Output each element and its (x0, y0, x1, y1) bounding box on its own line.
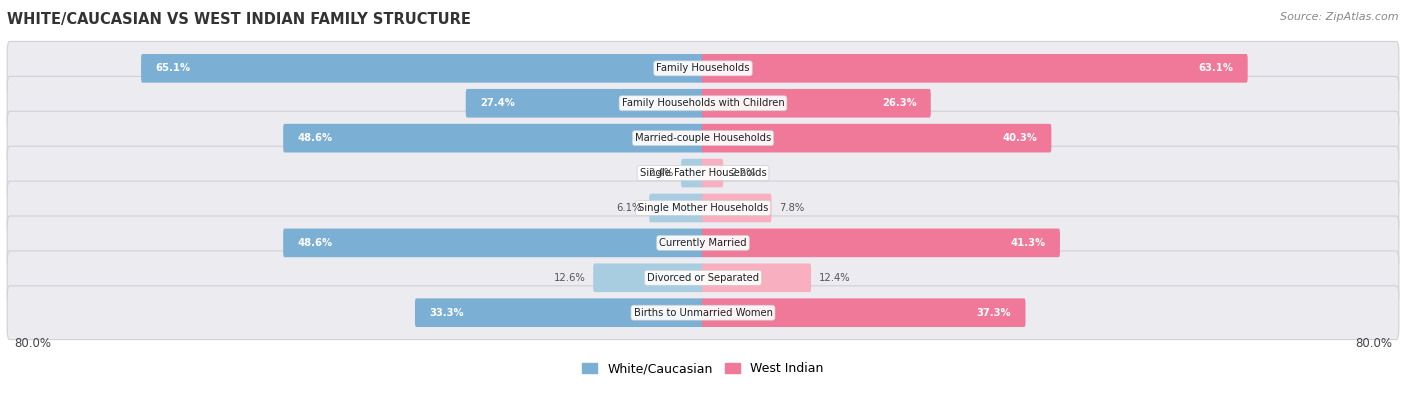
Text: Married-couple Households: Married-couple Households (636, 133, 770, 143)
FancyBboxPatch shape (141, 54, 704, 83)
Text: 7.8%: 7.8% (779, 203, 804, 213)
FancyBboxPatch shape (702, 124, 1052, 152)
Text: 65.1%: 65.1% (155, 63, 190, 73)
FancyBboxPatch shape (702, 194, 772, 222)
Text: 33.3%: 33.3% (429, 308, 464, 318)
FancyBboxPatch shape (7, 76, 1399, 130)
Text: 41.3%: 41.3% (1011, 238, 1046, 248)
Text: 2.4%: 2.4% (648, 168, 673, 178)
FancyBboxPatch shape (702, 89, 931, 118)
Text: Family Households: Family Households (657, 63, 749, 73)
FancyBboxPatch shape (7, 216, 1399, 270)
Text: Family Households with Children: Family Households with Children (621, 98, 785, 108)
FancyBboxPatch shape (702, 229, 1060, 257)
Text: 80.0%: 80.0% (1355, 337, 1392, 350)
FancyBboxPatch shape (702, 54, 1247, 83)
Text: 40.3%: 40.3% (1002, 133, 1038, 143)
FancyBboxPatch shape (7, 181, 1399, 235)
Text: Currently Married: Currently Married (659, 238, 747, 248)
FancyBboxPatch shape (7, 146, 1399, 200)
FancyBboxPatch shape (702, 263, 811, 292)
Text: 80.0%: 80.0% (14, 337, 51, 350)
Text: 37.3%: 37.3% (977, 308, 1011, 318)
FancyBboxPatch shape (681, 159, 704, 187)
Text: 12.4%: 12.4% (818, 273, 851, 283)
Text: 6.1%: 6.1% (616, 203, 643, 213)
FancyBboxPatch shape (593, 263, 704, 292)
Text: Divorced or Separated: Divorced or Separated (647, 273, 759, 283)
Text: 12.6%: 12.6% (554, 273, 586, 283)
Legend: White/Caucasian, West Indian: White/Caucasian, West Indian (578, 357, 828, 380)
Text: 26.3%: 26.3% (882, 98, 917, 108)
FancyBboxPatch shape (702, 298, 1025, 327)
Text: 27.4%: 27.4% (479, 98, 515, 108)
Text: 2.2%: 2.2% (731, 168, 756, 178)
Text: Single Father Households: Single Father Households (640, 168, 766, 178)
FancyBboxPatch shape (7, 111, 1399, 165)
FancyBboxPatch shape (702, 159, 723, 187)
FancyBboxPatch shape (415, 298, 704, 327)
FancyBboxPatch shape (465, 89, 704, 118)
Text: 48.6%: 48.6% (298, 238, 332, 248)
Text: Source: ZipAtlas.com: Source: ZipAtlas.com (1281, 12, 1399, 22)
FancyBboxPatch shape (7, 251, 1399, 305)
FancyBboxPatch shape (283, 124, 704, 152)
FancyBboxPatch shape (7, 41, 1399, 95)
Text: Single Mother Households: Single Mother Households (638, 203, 768, 213)
Text: 63.1%: 63.1% (1198, 63, 1233, 73)
FancyBboxPatch shape (283, 229, 704, 257)
Text: 48.6%: 48.6% (298, 133, 332, 143)
FancyBboxPatch shape (650, 194, 704, 222)
Text: WHITE/CAUCASIAN VS WEST INDIAN FAMILY STRUCTURE: WHITE/CAUCASIAN VS WEST INDIAN FAMILY ST… (7, 12, 471, 27)
Text: Births to Unmarried Women: Births to Unmarried Women (634, 308, 772, 318)
FancyBboxPatch shape (7, 286, 1399, 340)
